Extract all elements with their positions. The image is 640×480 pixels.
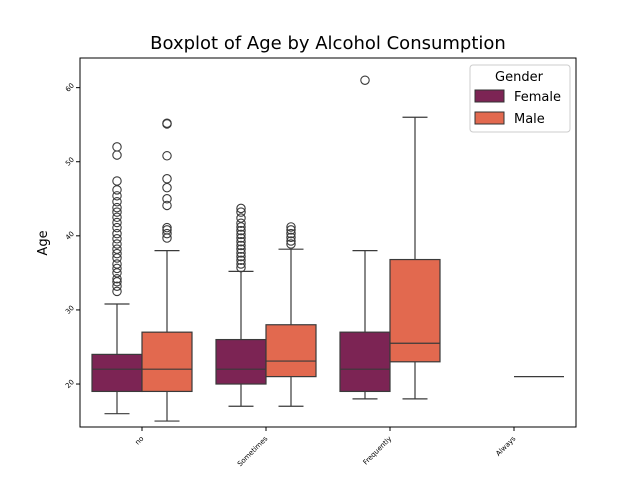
plot-frame — [79, 57, 577, 428]
outlier-point — [112, 274, 122, 284]
outlier-point — [112, 207, 122, 217]
outlier-point — [112, 202, 122, 213]
outlier-point — [112, 228, 122, 239]
chart-title: Boxplot of Age by Alcohol Consumption — [150, 33, 506, 54]
outlier-point — [236, 262, 246, 273]
box-male-frequently — [389, 116, 441, 400]
outlier-point — [286, 222, 296, 232]
outlier-point — [112, 217, 122, 228]
outlier-point — [162, 118, 172, 128]
outlier-point — [236, 240, 246, 251]
x-tick-label: Frequently — [362, 435, 394, 467]
box-male-no — [141, 118, 193, 422]
outlier-point — [162, 174, 172, 184]
y-tick-label: 30 — [64, 304, 76, 316]
box-iqr — [389, 258, 441, 363]
y-tick-label: 40 — [64, 230, 76, 242]
outlier-point — [286, 225, 296, 235]
outlier-point — [112, 185, 122, 195]
outlier-point — [162, 222, 172, 233]
outlier-point — [112, 244, 122, 254]
x-tick-label: Sometimes — [236, 435, 270, 469]
legend-title: Gender — [495, 70, 544, 85]
outlier-point — [236, 259, 246, 269]
y-tick-label: 20 — [64, 378, 76, 390]
legend: Gender Female Male — [469, 64, 571, 133]
outlier-point — [236, 233, 246, 243]
outlier-point — [236, 244, 246, 254]
outlier-point — [236, 225, 246, 236]
outlier-point — [286, 236, 296, 246]
outlier-point — [112, 196, 122, 207]
box-female-sometimes — [215, 203, 267, 407]
box-iqr — [91, 353, 143, 393]
box-iqr — [141, 331, 193, 393]
outlier-point — [236, 255, 246, 266]
outlier-point — [286, 228, 296, 239]
outlier-point — [286, 232, 296, 243]
outlier-point — [112, 222, 122, 233]
outlier-point — [236, 229, 246, 240]
outlier-point — [236, 251, 246, 262]
plot-area: 20 30 40 50 60 no Sometimes Frequently Always — [64, 75, 564, 469]
legend-swatch-female — [474, 89, 505, 103]
box-iqr — [215, 338, 267, 385]
outlier-point — [112, 191, 122, 201]
outlier-point — [162, 228, 172, 239]
outlier-point — [162, 194, 172, 204]
box-iqr — [339, 331, 391, 393]
outlier-point — [112, 248, 122, 259]
outlier-point — [112, 142, 122, 152]
x-tick-label: no — [134, 435, 146, 447]
y-tick-label: 60 — [64, 82, 76, 94]
box-female-no — [91, 142, 143, 415]
outlier-point — [236, 248, 246, 258]
outlier-point — [112, 239, 122, 249]
legend-swatch-male — [474, 111, 505, 125]
outlier-point — [112, 234, 122, 244]
outlier-point — [236, 207, 246, 217]
outlier-point — [360, 75, 370, 85]
y-tick-label: 50 — [64, 156, 76, 168]
outlier-point — [112, 263, 122, 274]
outlier-point — [236, 213, 246, 223]
outlier-point — [112, 150, 122, 160]
outlier-point — [112, 286, 122, 297]
legend-label-female: Female — [514, 90, 561, 105]
outlier-point — [162, 182, 172, 193]
legend-label-male: Male — [514, 112, 545, 127]
outlier-point — [112, 259, 122, 269]
outlier-point — [112, 176, 122, 186]
outlier-point — [286, 239, 296, 249]
outlier-point — [112, 281, 122, 291]
outlier-point — [236, 237, 246, 247]
box-female-frequently — [339, 75, 391, 400]
y-axis-label: Age — [36, 230, 51, 255]
outlier-point — [236, 203, 246, 214]
x-tick-label: Always — [494, 435, 517, 458]
box-male-sometimes — [265, 222, 317, 407]
outlier-point — [162, 225, 172, 235]
box-iqr — [265, 324, 317, 378]
outlier-point — [162, 200, 172, 211]
outlier-point — [112, 212, 122, 223]
outlier-point — [236, 218, 246, 228]
outlier-point — [162, 151, 172, 161]
